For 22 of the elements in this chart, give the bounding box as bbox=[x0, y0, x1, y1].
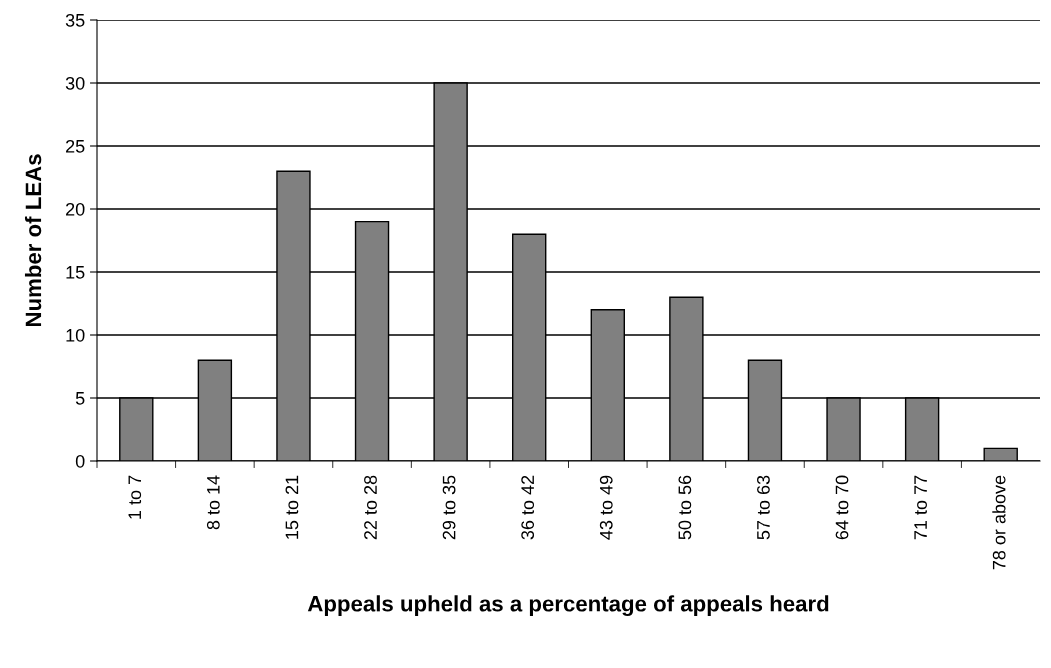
y-axis-title: Number of LEAs bbox=[24, 154, 42, 327]
x-tick-label: 8 to 14 bbox=[206, 475, 220, 530]
x-tick-label: 1 to 7 bbox=[128, 475, 142, 519]
y-tick-label: 15 bbox=[66, 266, 85, 279]
y-tick-label: 0 bbox=[75, 454, 85, 468]
y-tick-label: 20 bbox=[66, 202, 85, 216]
y-tick-label: 35 bbox=[65, 13, 85, 27]
y-tick-label: 25 bbox=[66, 139, 85, 153]
x-tick-label: 15 to 21 bbox=[285, 475, 299, 539]
x-tick-label: 43 to 49 bbox=[599, 475, 613, 540]
x-tick-label: 57 to 63 bbox=[757, 475, 770, 540]
y-tick-label: 5 bbox=[75, 392, 85, 405]
x-tick-label: 64 to 70 bbox=[835, 475, 849, 540]
y-tick-label: 30 bbox=[65, 76, 85, 90]
y-tick-label: 10 bbox=[66, 328, 85, 342]
x-tick-label: 22 to 28 bbox=[364, 475, 377, 540]
x-tick-label: 50 to 56 bbox=[678, 475, 692, 540]
x-tick-label: 36 to 42 bbox=[521, 475, 535, 540]
x-tick-label: 71 to 77 bbox=[914, 475, 927, 540]
x-tick-label: 78 or above bbox=[992, 475, 1006, 570]
x-axis-title: Appeals upheld as a percentage of appeals heard bbox=[307, 595, 829, 617]
x-tick-label: 29 to 35 bbox=[442, 475, 456, 540]
